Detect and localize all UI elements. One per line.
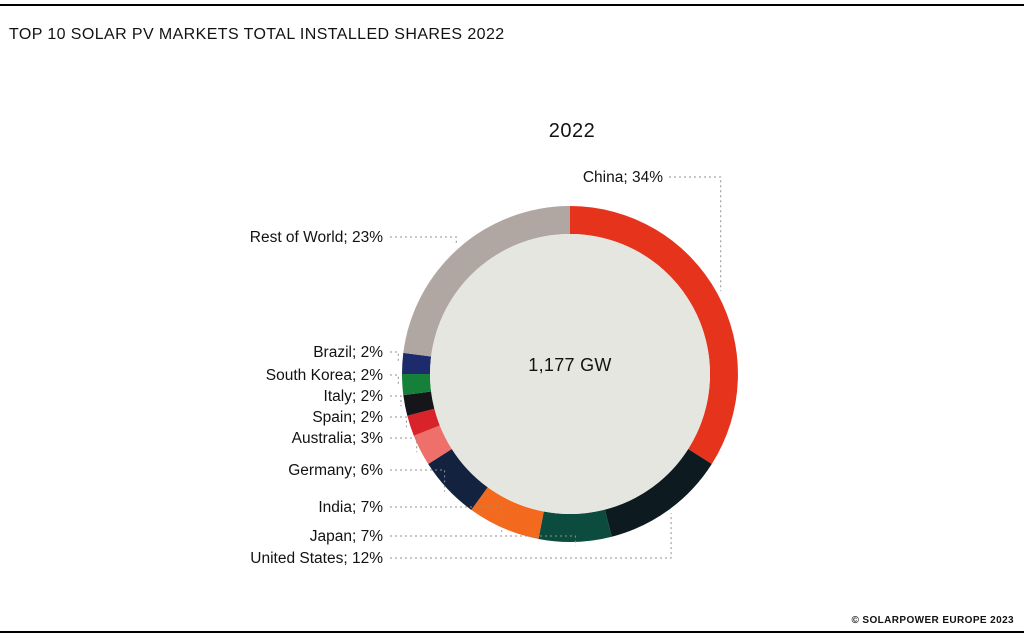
page-title: TOP 10 SOLAR PV MARKETS TOTAL INSTALLED … [9,26,505,43]
slice-label-rest-of-world: Rest of World; 23% [250,229,383,246]
donut-slice-south-korea [401,374,432,396]
slice-label-south-korea: South Korea; 2% [266,367,383,384]
chart-title: 2022 [549,120,596,142]
donut-slice-india [471,487,544,539]
leader-line-china [669,176,722,292]
leader-line-australia [390,437,418,453]
slice-label-germany: Germany; 6% [288,462,383,479]
leader-line-united-states [390,513,672,559]
donut-slice-japan [538,509,612,542]
slice-label-japan: Japan; 7% [310,528,383,545]
donut-slice-brazil [401,352,432,374]
donut-center-disc [430,234,710,514]
donut-slice-china [570,206,738,464]
bottom-border [0,631,1024,633]
center-total-label: 1,177 GW [528,355,611,375]
top-border [0,4,1024,6]
donut-slice-rest-of-world [403,206,570,357]
slice-labels-group: China; 34% United States; 12% Japan; 7% Ind… [250,169,663,567]
leader-line-spain [390,416,407,428]
slice-label-italy: Italy; 2% [324,388,384,405]
leader-line-india [390,506,503,532]
slice-label-china: China; 34% [583,169,663,186]
leader-line-japan [390,535,576,546]
slice-label-spain: Spain; 2% [312,409,383,426]
donut-slice-united-states [604,449,712,537]
footer-credit: © SOLARPOWER EUROPE 2023 [851,615,1014,626]
slice-label-india: India; 7% [318,499,383,516]
slice-label-brazil: Brazil; 2% [313,344,383,361]
leader-line-rest-of-world [390,236,457,245]
donut-slice-italy [403,391,435,416]
donut-slice-spain [407,408,440,436]
slices-group [401,206,738,542]
leader-line-south-korea [390,374,399,385]
donut-slice-germany [428,449,488,510]
slice-label-united-states: United States; 12% [250,550,383,567]
leader-line-brazil [390,351,399,364]
slice-label-australia: Australia; 3% [292,430,384,447]
donut-slice-australia [413,425,452,464]
leader-lines-group [390,176,722,559]
leader-line-italy [390,395,402,407]
